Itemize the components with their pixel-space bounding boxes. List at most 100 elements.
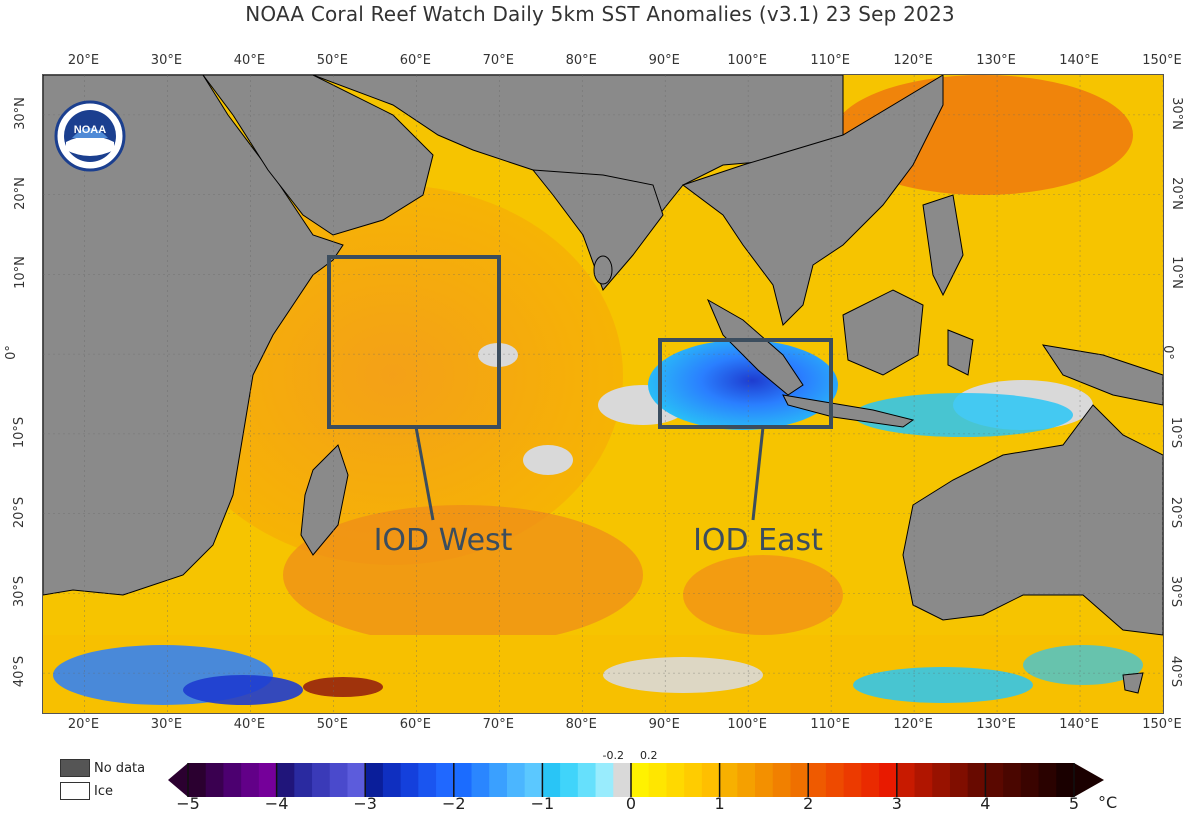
colorbar-segment [223, 763, 242, 797]
noaa-logo-icon: NOAA [54, 100, 126, 172]
longitude-label: 140°E [1059, 717, 1099, 732]
longitude-label: 30°E [150, 53, 183, 68]
new-guinea-landmass [1041, 344, 1163, 406]
india-landmass [531, 169, 664, 291]
latitude-label: 30°S [12, 576, 28, 608]
colorbar-segment [967, 763, 986, 797]
colorbar-tick-label: 5 [1068, 794, 1080, 813]
colorbar-tick-label: −4 [264, 794, 289, 813]
longitude-label: 60°E [399, 717, 431, 732]
no-data-swatch [60, 759, 90, 777]
warm-anomaly-region-south [283, 505, 643, 645]
longitude-label: 110°E [810, 53, 850, 68]
iod-west-label: IOD West [374, 523, 513, 558]
colorbar-tick-label: 2 [803, 794, 814, 813]
latitude-label: 30°N [12, 96, 28, 130]
longitude-label: 140°E [1059, 53, 1099, 68]
colorbar-segment [453, 763, 473, 797]
colorbar-segment [755, 763, 774, 797]
latitude-label: 30°S [1168, 576, 1184, 608]
colorbar-segment [489, 763, 508, 797]
colorbar-segment [471, 763, 490, 797]
longitude-label: 150°E [1142, 53, 1182, 68]
latitude-label: 20°S [12, 496, 28, 528]
colorbar-segment [506, 763, 526, 797]
colorbar-segment [1038, 763, 1057, 797]
colorbar-segment [595, 763, 614, 797]
longitude-label: 80°E [565, 53, 597, 68]
longitude-label: 100°E [727, 53, 767, 68]
sulawesi-landmass [947, 329, 974, 376]
strong-warm-anomaly [303, 677, 383, 697]
colorbar-segment [790, 763, 809, 797]
longitude-label: 90°E [648, 53, 680, 68]
philippines-landmass [922, 194, 964, 297]
colorbar-segment [258, 763, 278, 797]
cool-anomaly-south [1023, 645, 1143, 685]
colorbar-max-arrow [1074, 763, 1104, 797]
colorbar-segment [188, 763, 207, 797]
colorbar-segment [808, 763, 827, 797]
colorbar-segment [666, 763, 685, 797]
arabia-landmass [202, 75, 434, 236]
iod-east-label: IOD East [693, 523, 823, 558]
longitude-label: 70°E [482, 717, 514, 732]
near-zero-patch [603, 657, 763, 693]
longitude-label: 120°E [893, 53, 933, 68]
colorbar-segment [542, 763, 561, 797]
colorbar-segment [312, 763, 331, 797]
latitude-label: 0° [3, 345, 19, 361]
colorbar-segment [648, 763, 667, 797]
colorbar-segment [861, 763, 880, 797]
longitude-label: 60°E [399, 53, 431, 68]
iod-west-box [327, 255, 501, 429]
colorbar-segment [400, 763, 419, 797]
longitude-label: 150°E [1142, 717, 1182, 732]
longitude-label: 100°E [727, 717, 767, 732]
colorbar-segment [365, 763, 384, 797]
longitude-label: 70°E [482, 53, 514, 68]
colorbar-segment [382, 763, 402, 797]
colorbar-tick-label: −5 [176, 794, 200, 813]
colorbar-segment [719, 763, 738, 797]
colorbar-tick-label: −1 [530, 794, 555, 813]
legend-no-data-label: No data [94, 760, 146, 776]
longitude-label: 130°E [976, 717, 1016, 732]
longitude-label: 130°E [976, 53, 1016, 68]
legend-ice-label: Ice [94, 783, 113, 799]
madagascar-landmass [300, 444, 349, 556]
longitude-label: 80°E [565, 717, 597, 732]
latitude-label: 10°N [12, 256, 28, 290]
latitude-label: 10°S [12, 416, 28, 449]
strong-cool-anomaly [183, 675, 303, 705]
cool-anomaly-south [853, 667, 1033, 703]
colorbar-segment [205, 763, 224, 797]
latitude-label: 30°N [1168, 96, 1184, 130]
colorbar-segment [241, 763, 260, 797]
colorbar-segment [276, 763, 295, 797]
colorbar-segment [560, 763, 579, 797]
latitude-label: 20°N [1168, 176, 1184, 210]
colorbar-segment [524, 763, 543, 797]
legend-no-data: No data [60, 759, 145, 777]
colorbar-min-arrow [168, 763, 188, 797]
latitude-label: 20°S [1168, 496, 1184, 528]
longitude-label: 20°E [67, 53, 100, 68]
longitude-label: 90°E [648, 717, 680, 732]
southeast-asia-landmass [681, 75, 944, 326]
latitude-label: 20°N [12, 176, 28, 210]
longitude-label: 20°E [67, 717, 100, 732]
colorbar-segment [684, 763, 703, 797]
warm-anomaly-patch [683, 555, 843, 635]
near-zero-patch [523, 445, 573, 475]
colorbar-segment [701, 763, 721, 797]
graticule [43, 75, 1163, 713]
colorbar-segment [436, 763, 455, 797]
colorbar-segment [1003, 763, 1022, 797]
colorbar-tick-label: 3 [891, 794, 902, 813]
colorbar-tick-label: −2 [442, 794, 466, 813]
colorbar [168, 763, 1104, 797]
colorbar-segment [418, 763, 437, 797]
iod-east-box [658, 338, 833, 429]
iod-east-pointer [751, 426, 765, 521]
